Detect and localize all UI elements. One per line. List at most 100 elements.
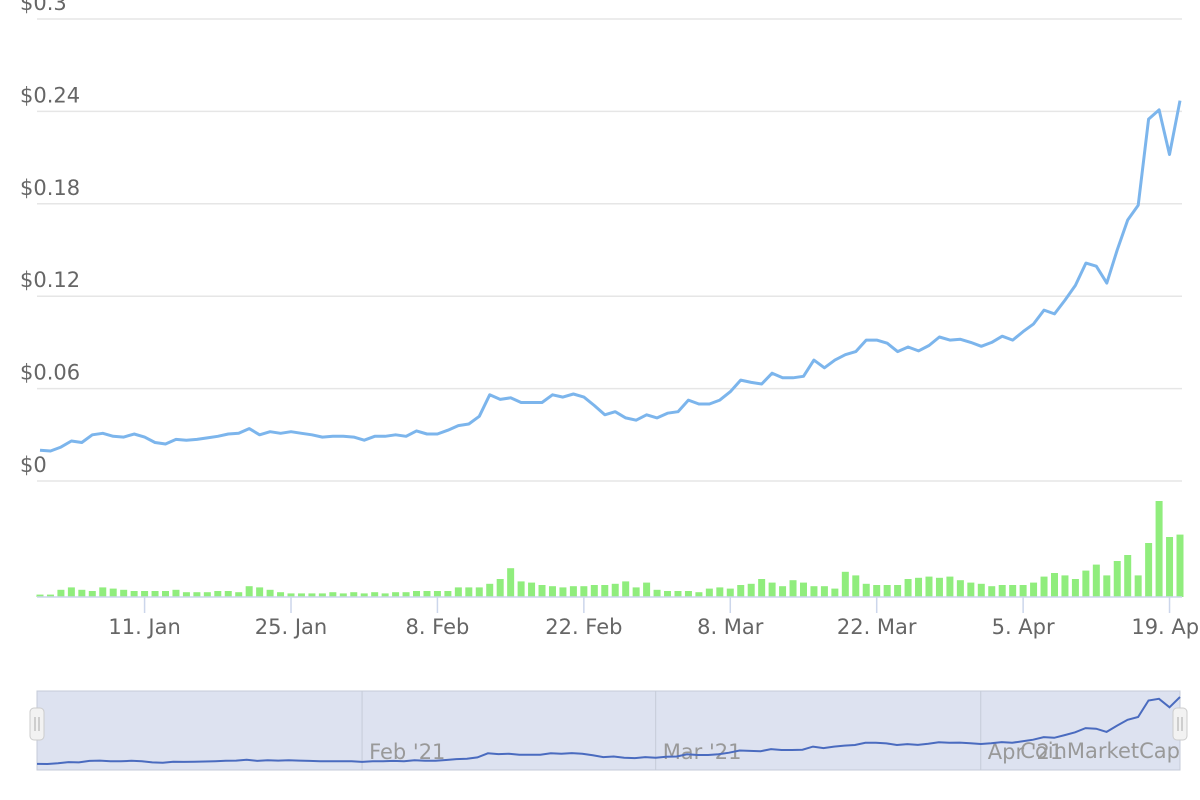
volume-bar xyxy=(507,568,515,597)
volume-bar xyxy=(381,593,389,597)
volume-bar xyxy=(371,592,379,597)
volume-bar xyxy=(967,582,975,597)
volume-bar xyxy=(423,591,431,597)
volume-bar xyxy=(758,579,766,597)
volume-bar xyxy=(88,591,96,597)
volume-bar xyxy=(256,587,264,597)
volume-bar xyxy=(245,586,253,597)
navigator-handle[interactable] xyxy=(1172,707,1188,741)
volume-bar xyxy=(1113,561,1121,597)
volume-bar xyxy=(141,591,149,597)
volume-bar xyxy=(475,587,483,597)
volume-bar xyxy=(182,592,190,597)
volume-bar xyxy=(1009,585,1017,597)
volume-bar xyxy=(235,592,243,597)
volume-bar xyxy=(799,582,807,597)
volume-bar xyxy=(622,581,630,597)
volume-bar xyxy=(172,589,180,597)
volume-bar xyxy=(413,591,421,597)
volume-bar xyxy=(329,592,337,597)
volume-bar xyxy=(1030,582,1038,597)
volume-bar xyxy=(297,593,305,597)
volume-bar xyxy=(1103,575,1111,597)
volume-bar xyxy=(1040,576,1048,597)
navigator-handle[interactable] xyxy=(29,707,45,741)
volume-bar xyxy=(998,585,1006,597)
volume-bar xyxy=(674,591,682,597)
volume-bar xyxy=(203,592,211,597)
volume-bar xyxy=(820,586,828,597)
y-tick-label: $0 xyxy=(20,453,47,477)
volume-bar xyxy=(465,587,473,597)
volume-bar xyxy=(737,585,745,597)
navigator-line xyxy=(36,696,1181,766)
volume-bar xyxy=(705,588,713,597)
volume-bar xyxy=(810,586,818,597)
volume-bar xyxy=(392,592,400,597)
volume-bar xyxy=(1019,585,1027,597)
volume-bar xyxy=(956,580,964,597)
volume-bar xyxy=(1166,537,1174,597)
price-line xyxy=(39,100,1182,453)
navigator-label: Apr '21 xyxy=(988,740,1064,764)
volume-bar xyxy=(653,589,661,597)
volume-bar xyxy=(601,585,609,597)
volume-bar xyxy=(726,588,734,597)
volume-bar xyxy=(747,583,755,597)
volume-bar xyxy=(277,592,285,597)
volume-bar xyxy=(287,593,295,597)
volume-bar xyxy=(67,587,75,597)
volume-bar xyxy=(1155,501,1163,597)
volume-bar xyxy=(360,593,368,597)
volume-bar xyxy=(308,593,316,597)
volume-bar xyxy=(841,571,849,597)
volume-bar xyxy=(318,593,326,597)
volume-bar xyxy=(266,589,274,597)
volume-bar xyxy=(862,583,870,597)
volume-bar xyxy=(528,582,536,597)
y-tick-label: $0.18 xyxy=(20,176,80,200)
volume-bar xyxy=(779,586,787,597)
volume-bar xyxy=(935,577,943,597)
y-tick-label: $0.06 xyxy=(20,361,80,385)
watermark: CoinMarketCap xyxy=(1020,739,1180,763)
x-tick-label: 22. Feb xyxy=(545,615,622,639)
volume-bar xyxy=(716,587,724,597)
volume-bar xyxy=(130,591,138,597)
volume-bar xyxy=(768,582,776,597)
volume-bar xyxy=(695,592,703,597)
volume-bar xyxy=(444,591,452,597)
volume-bar xyxy=(193,592,201,597)
volume-bar xyxy=(894,585,902,597)
volume-bar xyxy=(339,593,347,597)
volume-bar xyxy=(1176,534,1184,597)
volume-bar xyxy=(46,594,54,597)
volume-bar xyxy=(873,585,881,597)
x-tick-label: 25. Jan xyxy=(255,615,327,639)
volume-bar xyxy=(580,586,588,597)
volume-bar xyxy=(433,591,441,597)
volume-bar xyxy=(78,589,86,597)
volume-bar xyxy=(664,591,672,597)
volume-bar xyxy=(946,576,954,597)
y-tick-label: $0.12 xyxy=(20,268,80,292)
volume-bar xyxy=(454,587,462,597)
x-tick-label: 8. Feb xyxy=(405,615,469,639)
volume-bar xyxy=(548,586,556,597)
volume-bar xyxy=(1092,564,1100,597)
volume-bar xyxy=(162,591,170,597)
volume-bar xyxy=(904,579,912,597)
volume-bar xyxy=(559,587,567,597)
volume-bar xyxy=(684,591,692,597)
x-tick-label: 11. Jan xyxy=(108,615,180,639)
volume-bar xyxy=(538,585,546,597)
volume-bar xyxy=(1134,575,1142,597)
volume-bar xyxy=(925,576,933,597)
volume-bar xyxy=(402,592,410,597)
volume-bar xyxy=(350,592,358,597)
volume-bar xyxy=(632,587,640,597)
volume-bar xyxy=(109,588,117,597)
volume-bar xyxy=(151,591,159,597)
volume-bar xyxy=(517,581,525,597)
volume-bar xyxy=(852,575,860,597)
